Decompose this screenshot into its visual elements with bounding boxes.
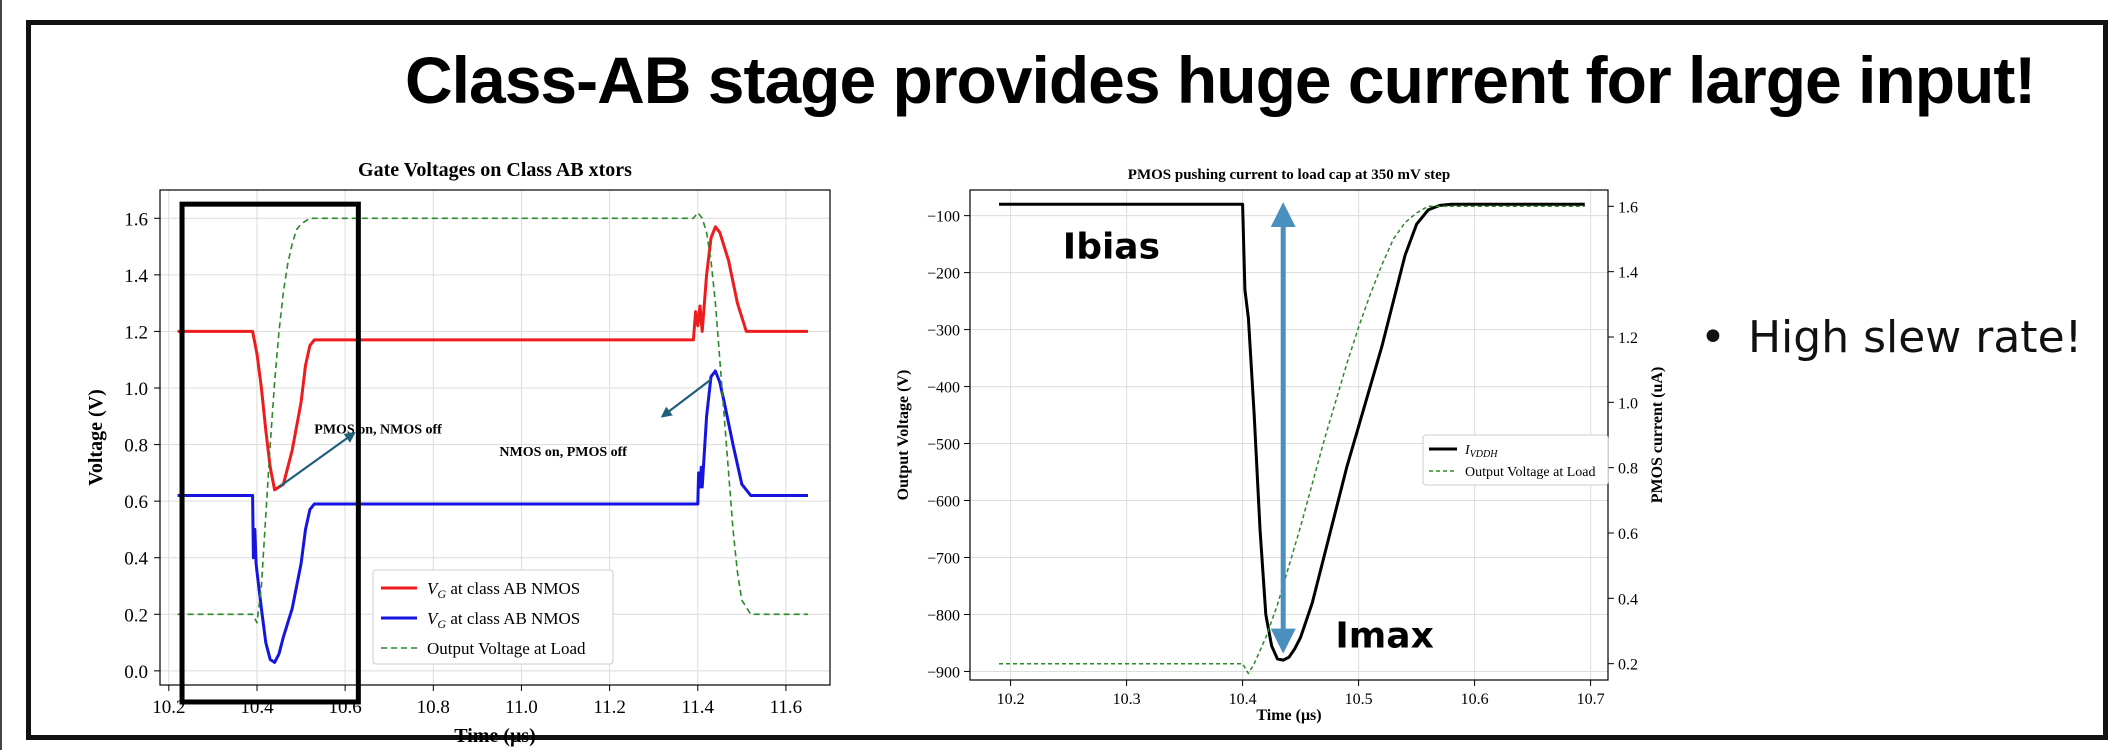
y2-tick-label: 0.2 <box>1618 657 1638 674</box>
y-tick-label: −600 <box>927 494 960 511</box>
x-tick-label: 10.8 <box>417 697 450 718</box>
legend-subscript: G <box>437 587 446 601</box>
y-tick-label: 0.2 <box>124 605 148 626</box>
bullet-text: High slew rate! <box>1747 312 2083 363</box>
y-tick-label: 0.8 <box>124 436 148 457</box>
annotation-imax: Imax <box>1335 616 1433 657</box>
plot-area-border <box>159 189 831 686</box>
chart-legend: IVDDH Output Voltage at Load <box>1422 434 1609 486</box>
x-tick-label: 10.5 <box>1345 691 1373 708</box>
x-axis-label: Time (μs) <box>1256 707 1321 724</box>
y-tick-label: −100 <box>927 209 960 226</box>
legend-box <box>1422 434 1609 486</box>
legend-symbol: V <box>427 609 440 628</box>
y-tick-label: 1.4 <box>124 266 148 287</box>
y-tick-label: 1.2 <box>124 322 148 343</box>
series-line-black <box>999 202 1585 662</box>
y-tick-label: 1.6 <box>124 209 148 230</box>
y2-tick-label: 1.0 <box>1618 395 1638 412</box>
chart-title: Gate Voltages on Class AB xtors <box>358 159 632 181</box>
pmos-current-chart-svg: 10.2 10.3 10.4 10.5 10.6 10.7 −100 −200 −300 −400… <box>895 167 1666 724</box>
annotation-ibias: Ibias <box>1063 226 1160 267</box>
legend-label: VG at class AB NMOS <box>427 609 580 631</box>
y2-tick-label: 0.8 <box>1618 461 1638 478</box>
y-tick-label: −400 <box>927 380 960 397</box>
bullet-item-high-slew-rate: • High slew rate! <box>1700 312 2082 363</box>
annotation-arrow <box>660 378 712 418</box>
chart-title: PMOS pushing current to load cap at 350 … <box>1128 167 1450 183</box>
y-tick-label: 0.4 <box>124 549 148 570</box>
y2-tick-label: 0.6 <box>1618 526 1638 543</box>
legend-symbol: I <box>1464 443 1471 458</box>
y2-tick-label: 1.4 <box>1618 265 1638 282</box>
gate-voltage-chart-svg: 10.2 10.4 10.6 10.8 11.0 11.2 11.4 11.60.00.20.… <box>85 159 831 747</box>
y2-axis-label: PMOS current (uA) <box>1649 367 1666 504</box>
x-axis-label: Time (μs) <box>454 725 536 747</box>
y2-tick-label: 1.6 <box>1618 199 1638 216</box>
x-tick-label: 10.7 <box>1577 691 1605 708</box>
x-tick-label: 10.3 <box>1113 691 1141 708</box>
legend-label: IVDDH <box>1464 443 1498 460</box>
x-tick-label: 10.2 <box>997 691 1025 708</box>
y-axis-label: Output Voltage (V) <box>895 370 912 501</box>
legend-rest: at class AB NMOS <box>446 609 580 628</box>
pmos-current-chart: 10.2 10.3 10.4 10.5 10.6 10.7 −100 −200 −300 −400… <box>890 160 1670 730</box>
series-line-red <box>177 225 808 492</box>
x-tick-label: 10.4 <box>1229 691 1257 708</box>
series-line-green <box>999 205 1585 675</box>
legend-box <box>372 569 614 665</box>
series-line-blue <box>177 369 808 664</box>
legend-label: VG at class AB NMOS <box>427 579 580 601</box>
y-tick-label: 0.0 <box>124 662 148 683</box>
y-tick-label: −700 <box>927 551 960 568</box>
y-axis-label: Voltage (V) <box>85 389 107 485</box>
slide-title: Class-AB stage provides huge current for… <box>405 43 2036 117</box>
annotation-text: NMOS on, PMOS off <box>499 445 627 460</box>
y-tick-label: 1.0 <box>124 379 148 400</box>
x-tick-label: 11.2 <box>593 697 626 718</box>
y-tick-label: −200 <box>927 266 960 283</box>
y-tick-label: −300 <box>927 323 960 340</box>
series-line-green <box>177 211 808 624</box>
annotation-arrow <box>278 431 356 488</box>
y-tick-label: −900 <box>927 664 960 681</box>
gate-voltage-chart: 10.2 10.4 10.6 10.8 11.0 11.2 11.4 11.6 0.0 0.2 0.… <box>80 150 840 750</box>
y2-tick-label: 0.4 <box>1618 591 1638 608</box>
legend-rest: at class AB NMOS <box>446 579 580 598</box>
y-tick-label: −500 <box>927 437 960 454</box>
highlight-box <box>179 201 361 705</box>
legend-label: Output Voltage at Load <box>427 639 586 658</box>
y-tick-label: −800 <box>927 607 960 624</box>
left-edge-divider <box>0 0 2 750</box>
legend-label: Output Voltage at Load <box>1465 465 1596 480</box>
x-tick-label: 11.6 <box>770 697 803 718</box>
x-tick-label: 10.6 <box>1461 691 1489 708</box>
x-tick-label: 11.4 <box>681 697 714 718</box>
annotation-text: PMOS on, NMOS off <box>314 422 442 437</box>
x-tick-label: 11.0 <box>505 697 538 718</box>
legend-subscript: G <box>437 617 446 631</box>
y-tick-label: 0.6 <box>124 492 148 513</box>
bullet-dot-icon: • <box>1700 312 1726 363</box>
legend-symbol: V <box>427 579 440 598</box>
y2-tick-label: 1.2 <box>1618 330 1638 347</box>
legend-subscript: VDDH <box>1470 449 1499 460</box>
plot-area-border <box>969 189 1609 681</box>
x-tick-label: 10.2 <box>152 697 185 718</box>
